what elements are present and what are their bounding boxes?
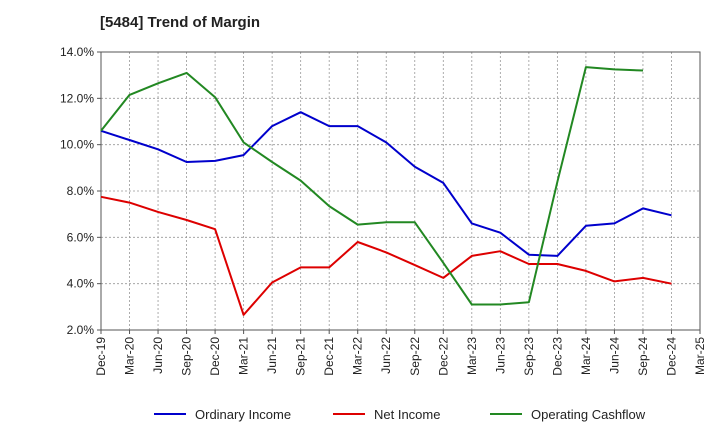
legend-label: Net Income [374,407,440,422]
legend: Ordinary Income Net Income Operating Cashf… [154,407,646,422]
y-tick-label: 4.0% [67,277,95,291]
y-tick-label: 6.0% [67,230,95,244]
x-tick-label: Mar-25 [693,337,707,375]
y-axis: 2.0% 4.0% 6.0% 8.0% 10.0% 12.0% 14.0% [60,45,101,337]
x-tick-label: Mar-20 [123,337,137,375]
x-tick-label: Jun-20 [151,337,165,374]
x-axis: Dec-19 Mar-20 Jun-20 Sep-20 Dec-20 Mar-21 Jun-… [94,330,707,376]
x-tick-label: Mar-23 [465,337,479,375]
x-tick-label: Dec-20 [208,337,222,376]
x-tick-label: Sep-23 [522,337,536,376]
x-tick-label: Mar-22 [351,337,365,375]
x-tick-label: Dec-24 [664,337,678,376]
x-tick-label: Jun-21 [265,337,279,374]
x-tick-label: Sep-22 [408,337,422,376]
x-tick-label: Sep-24 [636,337,650,376]
series-line-1 [100,195,672,316]
x-tick-label: Dec-23 [550,337,564,376]
x-tick-label: Sep-21 [294,337,308,376]
x-tick-label: Mar-21 [237,337,251,375]
y-tick-label: 2.0% [67,323,95,337]
series-line-2 [100,66,644,306]
y-tick-label: 8.0% [67,184,95,198]
y-tick-label: 14.0% [60,45,94,59]
x-tick-label: Jun-23 [493,337,507,374]
grid-layer [101,52,700,330]
x-tick-label: Jun-24 [607,337,621,374]
legend-label: Ordinary Income [195,407,291,422]
x-tick-label: Dec-21 [322,337,336,376]
series-layer [100,66,672,316]
x-tick-label: Jun-22 [379,337,393,374]
x-tick-label: Dec-22 [436,337,450,376]
y-tick-label: 10.0% [60,138,94,152]
x-tick-label: Sep-20 [180,337,194,376]
y-tick-label: 12.0% [60,91,94,105]
chart-title: [5484] Trend of Margin [100,14,261,31]
x-tick-label: Dec-19 [94,337,108,376]
x-tick-label: Mar-24 [579,337,593,375]
legend-label: Operating Cashflow [531,407,646,422]
series-line-0 [100,111,672,257]
